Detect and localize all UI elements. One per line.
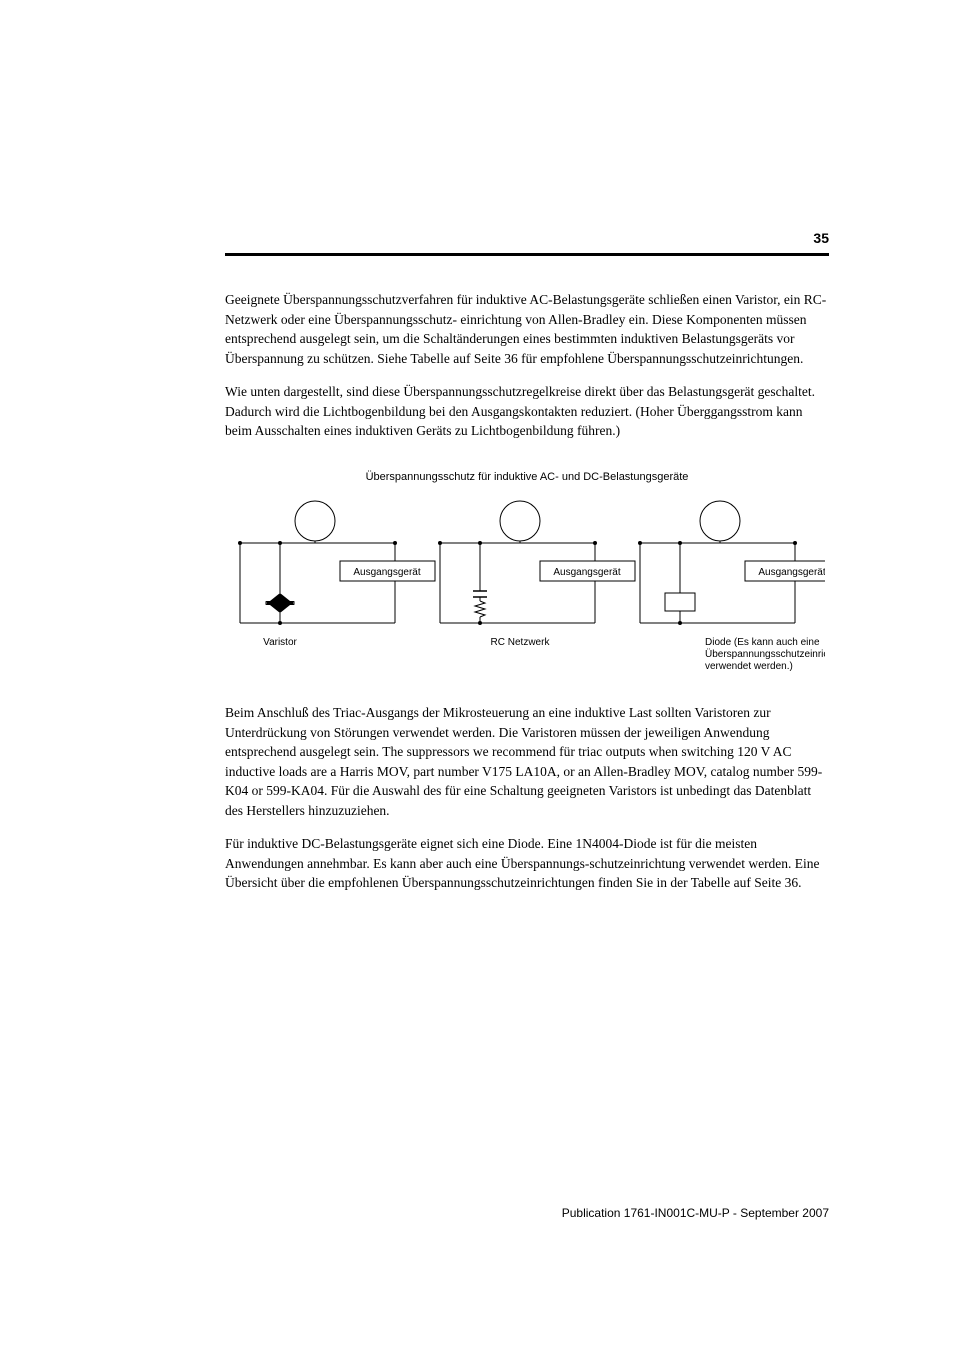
diode-label-3: verwendet werden.)	[705, 661, 793, 672]
resistor-icon	[475, 601, 485, 617]
suppressor-box-icon	[665, 593, 695, 611]
varistor-label: Varistor	[263, 637, 297, 648]
load-label: Ausgangsgerät	[553, 567, 620, 578]
diode-label-1: Diode (Es kann auch eine	[705, 637, 820, 648]
paragraph-3: Beim Anschluß des Triac-Ausgangs der Mik…	[225, 703, 829, 820]
ac-source-icon	[295, 501, 335, 541]
circuit-varistor: Ausgangsgerät Varistor	[238, 501, 435, 648]
rc-label: RC Netzwerk	[491, 637, 551, 648]
page-container: 35 Geeignete Überspannungsschutzverfahre…	[0, 0, 954, 893]
circuit-diode: Ausgangsgerät Diode (Es kann auch eine Ü…	[638, 501, 825, 672]
load-label: Ausgangsgerät	[758, 567, 825, 578]
diode-label-2: Überspannungsschutzeinrichtung	[705, 648, 825, 660]
page-number: 35	[813, 230, 829, 246]
paragraph-2: Wie unten dargestellt, sind diese Übersp…	[225, 382, 829, 441]
circuit-svg: Ausgangsgerät Varistor	[225, 493, 825, 683]
footer-publication: Publication 1761-IN001C-MU-P - September…	[562, 1206, 829, 1220]
ac-source-icon	[700, 501, 740, 541]
content-area: Geeignete Überspannungsschutzverfahren f…	[225, 290, 829, 893]
figure-title: Überspannungsschutz für induktive AC- un…	[225, 471, 829, 483]
circuit-figure: Ausgangsgerät Varistor	[225, 493, 825, 683]
header-divider	[225, 253, 829, 256]
paragraph-4: Für induktive DC-Belastungsgeräte eignet…	[225, 834, 829, 893]
circuit-rc: Ausgangsgerät RC Netzwerk	[438, 501, 635, 648]
load-label: Ausgangsgerät	[353, 567, 420, 578]
paragraph-1: Geeignete Überspannungsschutzverfahren f…	[225, 290, 829, 368]
ac-source-icon	[500, 501, 540, 541]
